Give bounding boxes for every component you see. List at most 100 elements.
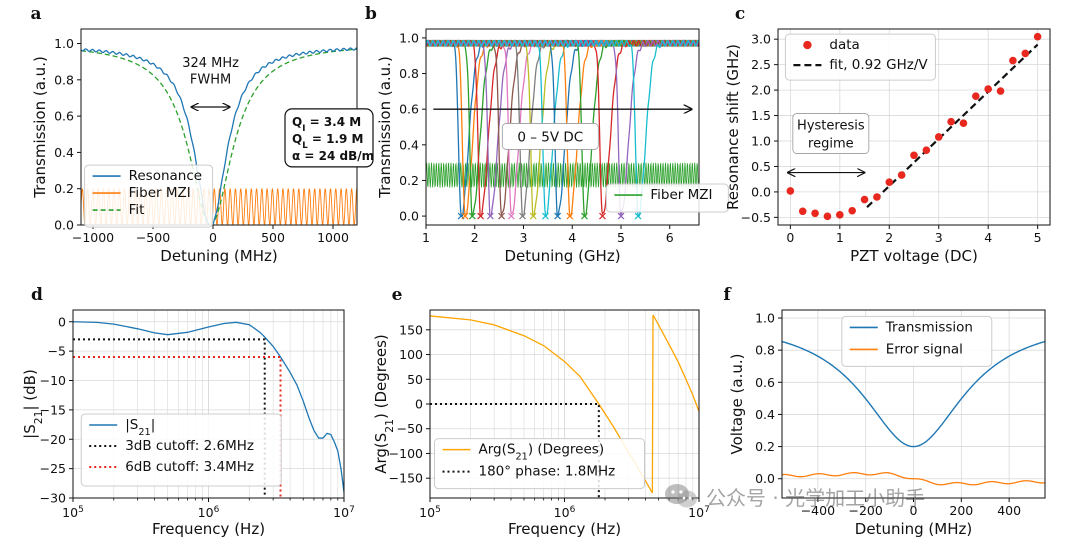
y-tick-label: 50	[407, 372, 423, 387]
y-tick-label: 0.4	[399, 137, 419, 152]
data-point	[848, 206, 856, 215]
y-tick-label: 0.8	[399, 66, 419, 81]
y-axis-label: Transmission (a.u.)	[376, 56, 394, 199]
y-tick-label: −10	[40, 373, 66, 388]
x-axis-label: PZT voltage (DC)	[850, 247, 978, 265]
y-tick-label: 1.5	[751, 108, 771, 123]
legend-label: Fiber MZI	[129, 185, 191, 201]
panel-label-e: e	[392, 285, 403, 305]
legend-frame	[841, 315, 993, 367]
y-axis-label: Arg(S21) (Degrees)	[372, 334, 396, 474]
plot-frame-b	[425, 28, 700, 226]
data-point	[959, 119, 968, 127]
y-axis-label: |S21| (dB)	[21, 369, 45, 439]
y-tick-label: 0.0	[755, 471, 775, 486]
y-tick-label: 2.0	[751, 83, 771, 98]
data-point	[984, 85, 992, 93]
x-tick-label: 3	[935, 230, 943, 245]
legend-c: data fit, 0.92 GHz/V	[784, 33, 936, 81]
legend-frame	[80, 413, 282, 487]
y-tick-label: 0.8	[54, 72, 74, 87]
data-point	[947, 117, 955, 126]
y-tick-label: −0.5	[741, 210, 771, 225]
y-tick-label: 0.0	[751, 184, 771, 199]
y-tick-label: 0.6	[755, 375, 775, 390]
y-tick-label: −5	[48, 344, 66, 359]
x-tick-label: 500	[261, 230, 285, 245]
legend-frame	[605, 183, 729, 213]
y-tick-label: 1.0	[751, 134, 771, 149]
x-tick-label: 1	[422, 230, 430, 245]
series-resonance	[81, 47, 357, 225]
params-line: QI = 3.4 M	[292, 115, 361, 134]
y-tick-label: 0	[58, 314, 66, 329]
legend-label: 180° phase: 1.8MHz	[478, 464, 615, 480]
x-tick-label: 6	[666, 230, 674, 245]
x-axis-label: Frequency (Hz)	[508, 520, 621, 538]
hysteresis-label: regime	[808, 137, 854, 152]
min-marker-6	[507, 212, 515, 220]
y-tick-label: 150	[399, 322, 423, 337]
series-phase-2	[652, 314, 699, 412]
series-phase-wrap	[651, 314, 654, 494]
data-point	[873, 193, 881, 201]
y-tick-label: 1.0	[399, 30, 419, 45]
legend-label: Fit	[129, 202, 145, 218]
x-tick-label: 1000	[317, 230, 349, 245]
min-marker-10	[554, 212, 562, 220]
y-tick-label: 0.5	[751, 159, 771, 174]
y-tick-label: 3.0	[751, 32, 771, 47]
data-point	[934, 133, 943, 141]
min-marker-11	[566, 212, 574, 220]
y-axis-label: Transmission (a.u.)	[31, 56, 49, 199]
x-tick-label: 400	[997, 503, 1021, 518]
sweep-label-box	[501, 123, 599, 150]
annotation-fwhm-label: FWHM	[190, 72, 231, 87]
legend-frame	[433, 438, 645, 490]
y-tick-label: 0	[415, 397, 423, 412]
legend-d: |S21|3dB cutoff: 2.6MHz 6dB cutoff: 3.4MH…	[80, 413, 282, 487]
legend-label: |S21|	[125, 417, 155, 438]
legend-label: 3dB cutoff: 2.6MHz	[125, 438, 254, 454]
y-tick-label: −50	[397, 421, 423, 436]
x-tick-label: 4	[984, 230, 992, 245]
min-marker-9	[542, 212, 549, 220]
x-tick-label: 200	[949, 503, 973, 518]
min-marker-4	[486, 212, 494, 220]
y-tick-label: 0.2	[399, 173, 419, 188]
data-point	[798, 207, 807, 216]
min-marker-3	[477, 212, 485, 220]
x-tick-label: 3	[520, 230, 528, 245]
y-axis-label: Resonance shift (GHz)	[724, 44, 742, 210]
params-line: QL = 1.9 M	[292, 132, 364, 151]
panel-e: 150 100 50 0 −50 −100 −150 105 106 107 Frequency (…	[372, 285, 710, 538]
data-point	[1009, 56, 1017, 65]
x-tick-label: 1	[836, 230, 844, 245]
y-tick-label: −30	[40, 491, 66, 506]
y-tick-label: −15	[40, 402, 66, 417]
y-tick-label: 0.0	[399, 209, 419, 224]
x-tick-label: −200	[849, 503, 883, 518]
hysteresis-box	[792, 113, 870, 154]
watermark-text: 公众号 · 光学加工小助手	[706, 485, 926, 510]
plot-area-b	[426, 39, 699, 220]
data-point	[836, 211, 844, 219]
panel-label-d: d	[31, 285, 43, 305]
legend-label: data	[829, 37, 859, 53]
legend-frame	[784, 33, 936, 81]
panel-label-b: b	[365, 4, 377, 24]
min-marker-1	[461, 212, 469, 220]
panel-label-a: a	[30, 4, 41, 24]
series-error-signal	[782, 472, 1045, 486]
legend-marker	[803, 40, 812, 50]
plot-area-c	[786, 32, 1042, 221]
min-marker-14	[617, 212, 625, 220]
legend-label: Fiber MZI	[650, 187, 712, 203]
data-point	[885, 178, 894, 187]
series-s21	[73, 321, 344, 493]
legend-f: Transmission Error signal	[841, 315, 993, 367]
legend-label: Transmission	[885, 319, 973, 335]
x-tick-label: 105	[62, 505, 84, 520]
